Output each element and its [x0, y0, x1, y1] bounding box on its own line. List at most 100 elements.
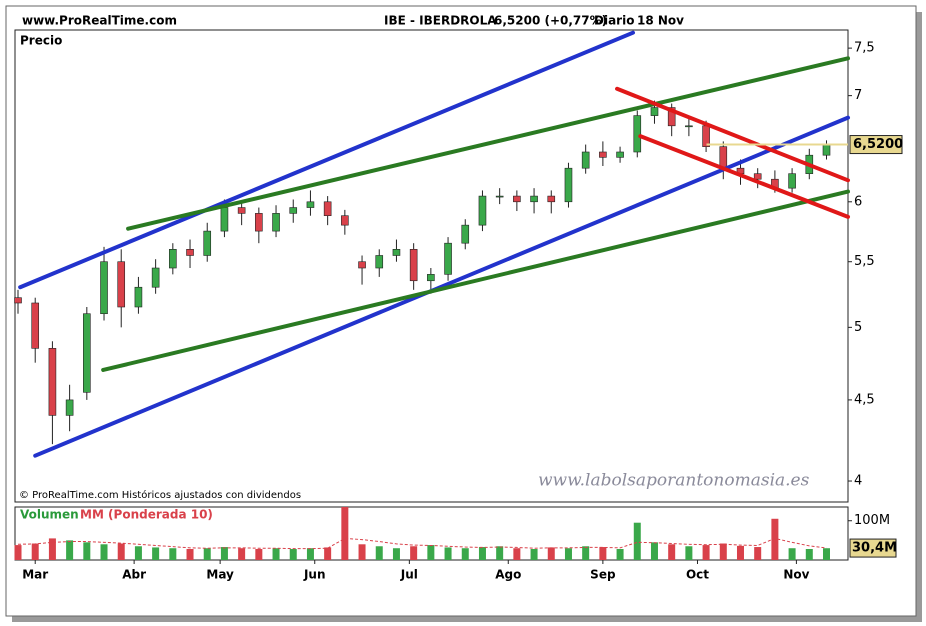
volume-bar: [788, 548, 796, 560]
trendline: [615, 86, 850, 183]
candle-body: [392, 249, 401, 256]
candle-body: [427, 274, 435, 282]
volume-legend: Volumen: [20, 508, 79, 522]
volume-tick-label: 100M: [854, 513, 890, 528]
volume-bar: [358, 544, 366, 560]
candle-body: [237, 207, 246, 214]
x-tick-label: Jul: [400, 568, 418, 582]
trendline: [126, 56, 850, 231]
candle-body: [599, 151, 607, 158]
candle-body: [117, 261, 126, 308]
trendline: [33, 115, 850, 458]
volume-bar: [650, 542, 658, 560]
candle-body: [478, 195, 487, 226]
candle-body: [547, 195, 556, 203]
candle-body: [444, 242, 452, 275]
candle-body: [495, 195, 504, 198]
footnote: © ProRealTime.com Históricos ajustados c…: [19, 489, 301, 501]
candle-body: [31, 302, 40, 349]
volume-bar: [134, 546, 142, 560]
candle-body: [255, 213, 263, 232]
x-tick-label: Abr: [122, 568, 146, 582]
volume-bar: [117, 543, 125, 560]
volume-bar: [616, 549, 624, 560]
y-tick-label: 7: [854, 88, 862, 103]
candle-body: [306, 201, 315, 208]
volume-bar: [14, 545, 22, 560]
y-tick-label: 5: [854, 320, 862, 335]
y-tick-label: 4,5: [854, 392, 875, 407]
volume-bar: [341, 507, 349, 560]
y-tick-label: 6: [854, 194, 862, 209]
candle-body: [581, 151, 590, 169]
volume-bar: [547, 547, 555, 560]
volume-bar: [444, 547, 452, 560]
x-tick-label: Ago: [495, 568, 521, 582]
candle-body: [530, 195, 538, 203]
volume-bar: [392, 548, 400, 560]
volume-bar: [822, 548, 830, 560]
price-panel: [14, 29, 849, 503]
ma-value-label: 30,4M: [852, 541, 897, 556]
price-text: 6,5200 (+0,77%): [494, 14, 607, 28]
volume-bar: [272, 548, 280, 560]
volume-bar: [220, 547, 228, 560]
candle-body: [341, 215, 349, 226]
candle-body: [788, 173, 796, 189]
period: Diario: [594, 14, 634, 28]
watermark: www.labolsaporantonomasia.es: [538, 471, 810, 491]
x-tick-label: Nov: [783, 568, 809, 582]
candle-body: [289, 207, 298, 214]
volume-bar: [496, 546, 504, 560]
volume-bar: [736, 545, 744, 560]
trendline: [18, 30, 635, 290]
candle-body: [151, 267, 160, 288]
volume-bar: [685, 546, 693, 560]
volume-bar: [169, 548, 177, 560]
date: 18 Nov: [637, 14, 684, 28]
volume-bar: [186, 549, 194, 560]
candle-body: [100, 261, 108, 315]
candle-body: [375, 255, 384, 269]
candle-body: [48, 348, 57, 416]
volume-bar: [530, 549, 538, 560]
ma-value-box: [849, 538, 897, 558]
volume-bar: [754, 547, 762, 560]
candle-body: [409, 249, 418, 282]
x-tick-label: May: [206, 568, 234, 582]
volume-bar: [633, 522, 641, 560]
candle-body: [702, 125, 710, 147]
y-tick-label: 5,5: [854, 254, 875, 269]
candle-body: [633, 115, 642, 153]
volume-bar: [66, 540, 74, 560]
volume-bar: [31, 543, 39, 560]
candle-body: [822, 144, 831, 156]
volume-bar: [289, 549, 297, 560]
candle-body: [203, 230, 212, 256]
volume-bar: [702, 545, 710, 560]
volume-bar: [668, 544, 676, 560]
candle-body: [753, 173, 762, 180]
x-tick-label: Jun: [303, 568, 326, 582]
candle-body: [667, 107, 676, 127]
chart-title: IBE - IBERDROLA: [384, 14, 497, 28]
candle-body: [616, 151, 624, 158]
ma-line: [17, 537, 827, 550]
candle-body: [14, 297, 22, 304]
candle-body: [220, 207, 229, 232]
trendline: [638, 134, 850, 219]
volume-bar: [324, 547, 332, 560]
volume-bar: [238, 548, 246, 560]
x-tick-label: Sep: [590, 568, 616, 582]
candle-body: [564, 167, 573, 203]
volume-bar: [427, 545, 435, 560]
candle-body: [169, 249, 177, 269]
candle-body: [685, 125, 693, 128]
volume-bar: [719, 543, 727, 560]
volume-bar: [306, 548, 314, 560]
candle-body: [358, 261, 366, 269]
candle-body: [513, 195, 521, 203]
volume-bar: [461, 548, 469, 560]
x-tick-label: Mar: [22, 568, 48, 582]
